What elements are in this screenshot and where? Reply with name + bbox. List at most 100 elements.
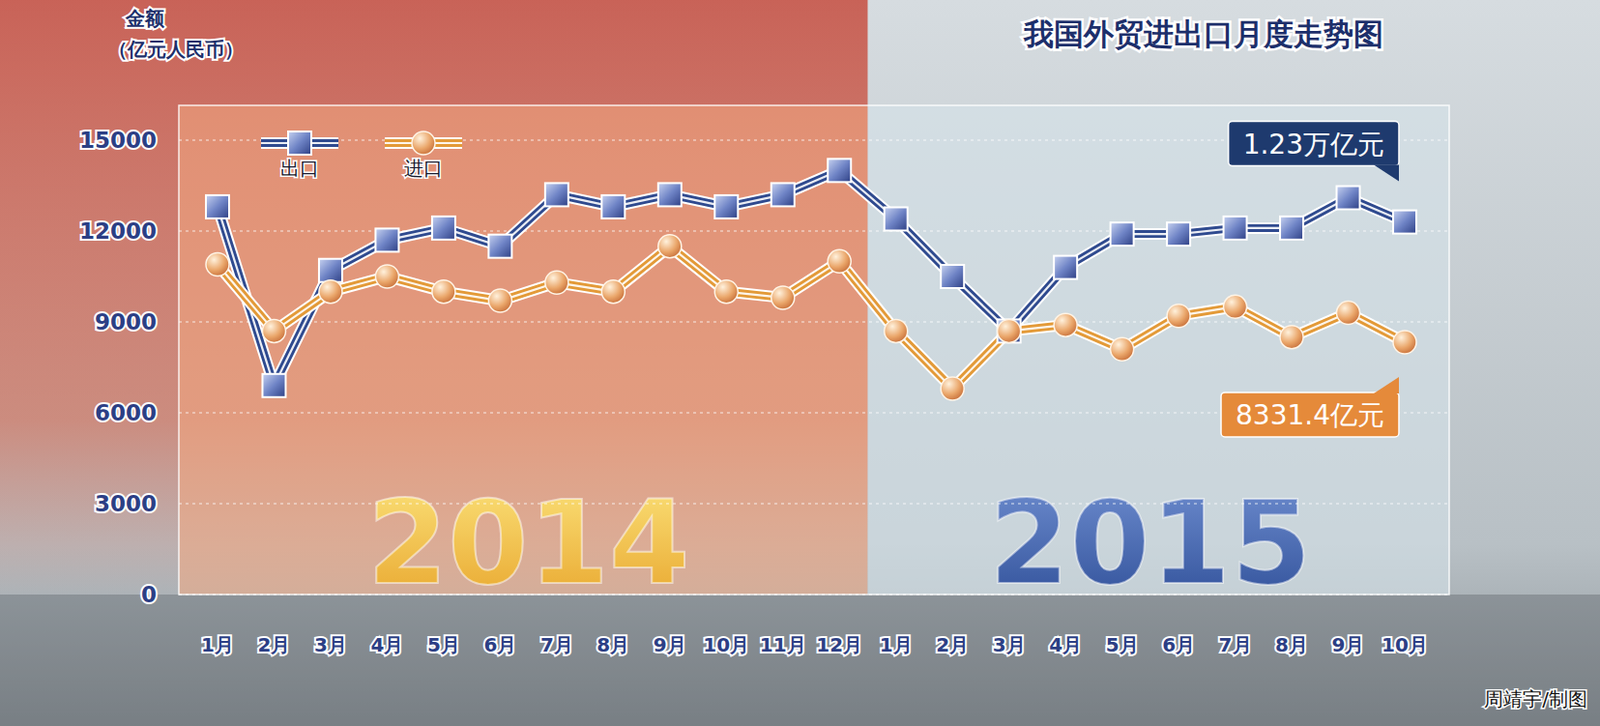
x-tick-label: 10月	[702, 633, 750, 657]
data-point	[205, 195, 230, 219]
data-point	[1223, 294, 1248, 319]
data-point	[601, 195, 625, 219]
annotation-tail	[1373, 377, 1399, 394]
data-point	[261, 374, 286, 398]
data-point	[1280, 216, 1304, 240]
x-tick-label: 7月	[1219, 633, 1252, 657]
annotation-text: 1.23万亿元	[1243, 128, 1385, 161]
annotation-tail	[1373, 165, 1399, 182]
series-line-group	[217, 246, 1405, 389]
data-point	[261, 319, 286, 343]
data-point	[319, 259, 343, 283]
x-tick-label: 8月	[596, 633, 630, 657]
data-point	[940, 377, 964, 401]
title: 我国外贸进出口月度走势图	[1022, 16, 1384, 52]
grid-line	[178, 502, 1450, 504]
x-tick-label: 1月	[879, 633, 913, 657]
x-tick-label: 9月	[1332, 633, 1366, 657]
annotation-box	[1228, 121, 1399, 167]
data-point	[1053, 256, 1077, 280]
y-tick-label: 9000	[94, 309, 157, 335]
x-tick-label: 5月	[427, 633, 461, 657]
annotation: 1.23万亿元	[1228, 121, 1399, 182]
series-line-halo	[217, 246, 1405, 389]
data-point	[714, 280, 738, 304]
x-tick-label: 4月	[1048, 633, 1082, 657]
data-point	[432, 280, 456, 304]
data-point	[545, 182, 569, 206]
data-point	[827, 249, 851, 273]
series-line	[217, 246, 1405, 389]
x-tick-label: 3月	[314, 633, 348, 657]
ground	[0, 594, 1600, 726]
x-tick-label: 9月	[653, 633, 687, 657]
group-label: 2014	[367, 475, 691, 611]
y-tick-label: 12000	[79, 218, 157, 244]
x-tick-label: 7月	[540, 633, 574, 657]
x-tick-label: 8月	[1275, 633, 1309, 657]
group-label: 2015	[989, 475, 1312, 611]
x-tick-label: 10月	[1381, 633, 1428, 657]
data-point	[319, 280, 343, 304]
data-point	[488, 289, 512, 313]
data-group	[205, 158, 1417, 401]
credit: 周靖宇/制图	[1483, 687, 1588, 711]
y-axis-title-line: （亿元人民币）	[108, 37, 244, 61]
data-point	[375, 264, 399, 289]
data-point	[658, 234, 682, 259]
x-tick-label: 4月	[370, 633, 404, 657]
x-tick-label: 11月	[759, 633, 807, 657]
annotation-text: 8331.4亿元	[1235, 399, 1385, 432]
data-point	[601, 280, 625, 304]
data-point	[1337, 186, 1361, 210]
x-tick-label: 6月	[483, 633, 517, 657]
y-tick-label: 15000	[79, 127, 157, 153]
data-point	[1110, 222, 1135, 246]
data-point	[771, 286, 795, 310]
data-point	[658, 182, 682, 206]
data-point	[432, 216, 456, 240]
data-point	[714, 195, 738, 219]
data-point	[205, 252, 230, 276]
x-tick-label: 5月	[1105, 633, 1139, 657]
y-tick-label: 0	[141, 581, 157, 608]
data-point	[1223, 216, 1248, 240]
legend-marker	[411, 131, 436, 155]
data-point	[1053, 313, 1077, 337]
data-point	[771, 182, 795, 206]
x-tick-label: 12月	[815, 633, 863, 657]
data-point	[1393, 330, 1417, 354]
data-point	[884, 319, 908, 343]
data-point	[1110, 337, 1135, 361]
data-point	[997, 319, 1021, 343]
legend-label: 出口	[280, 156, 320, 180]
x-tick-label: 1月	[201, 633, 234, 657]
data-point	[1166, 222, 1191, 246]
chart: 2014 2015 0 3000 6000 9000 12000 15000 金额 （亿元人民币）…	[0, 0, 1600, 726]
x-tick-label: 2月	[258, 633, 291, 657]
grid-line	[178, 593, 1450, 595]
data-point	[940, 264, 964, 289]
y-axis-title: 金额 （亿元人民币）	[108, 6, 244, 61]
x-tick-label: 3月	[992, 633, 1026, 657]
data-point	[884, 206, 908, 231]
background	[0, 0, 1600, 726]
y-axis-title-line: 金额	[124, 6, 166, 30]
annotation: 8331.4亿元	[1221, 377, 1399, 437]
data-point	[827, 158, 851, 182]
y-tick-label: 3000	[94, 491, 157, 517]
legend-label: 进口	[404, 156, 443, 180]
series-line-stripe	[217, 246, 1405, 389]
data-point	[1166, 304, 1191, 328]
y-tick-label: 6000	[94, 400, 157, 426]
data-point	[545, 270, 569, 294]
data-point	[1337, 301, 1361, 325]
annotation-box	[1221, 392, 1399, 437]
legend-marker	[288, 131, 312, 155]
data-point	[997, 319, 1021, 343]
data-point	[488, 234, 512, 259]
x-tick-label: 2月	[935, 633, 969, 657]
data-point	[1393, 210, 1417, 234]
data-point	[1280, 325, 1304, 350]
x-tick-label: 6月	[1162, 633, 1195, 657]
